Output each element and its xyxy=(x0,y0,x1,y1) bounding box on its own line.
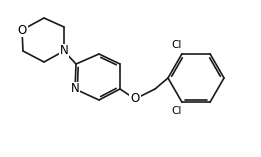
Text: N: N xyxy=(60,44,68,57)
Text: O: O xyxy=(130,92,140,106)
Text: Cl: Cl xyxy=(172,40,182,50)
Text: N: N xyxy=(71,82,79,95)
Text: Cl: Cl xyxy=(172,106,182,116)
Text: O: O xyxy=(17,24,27,36)
